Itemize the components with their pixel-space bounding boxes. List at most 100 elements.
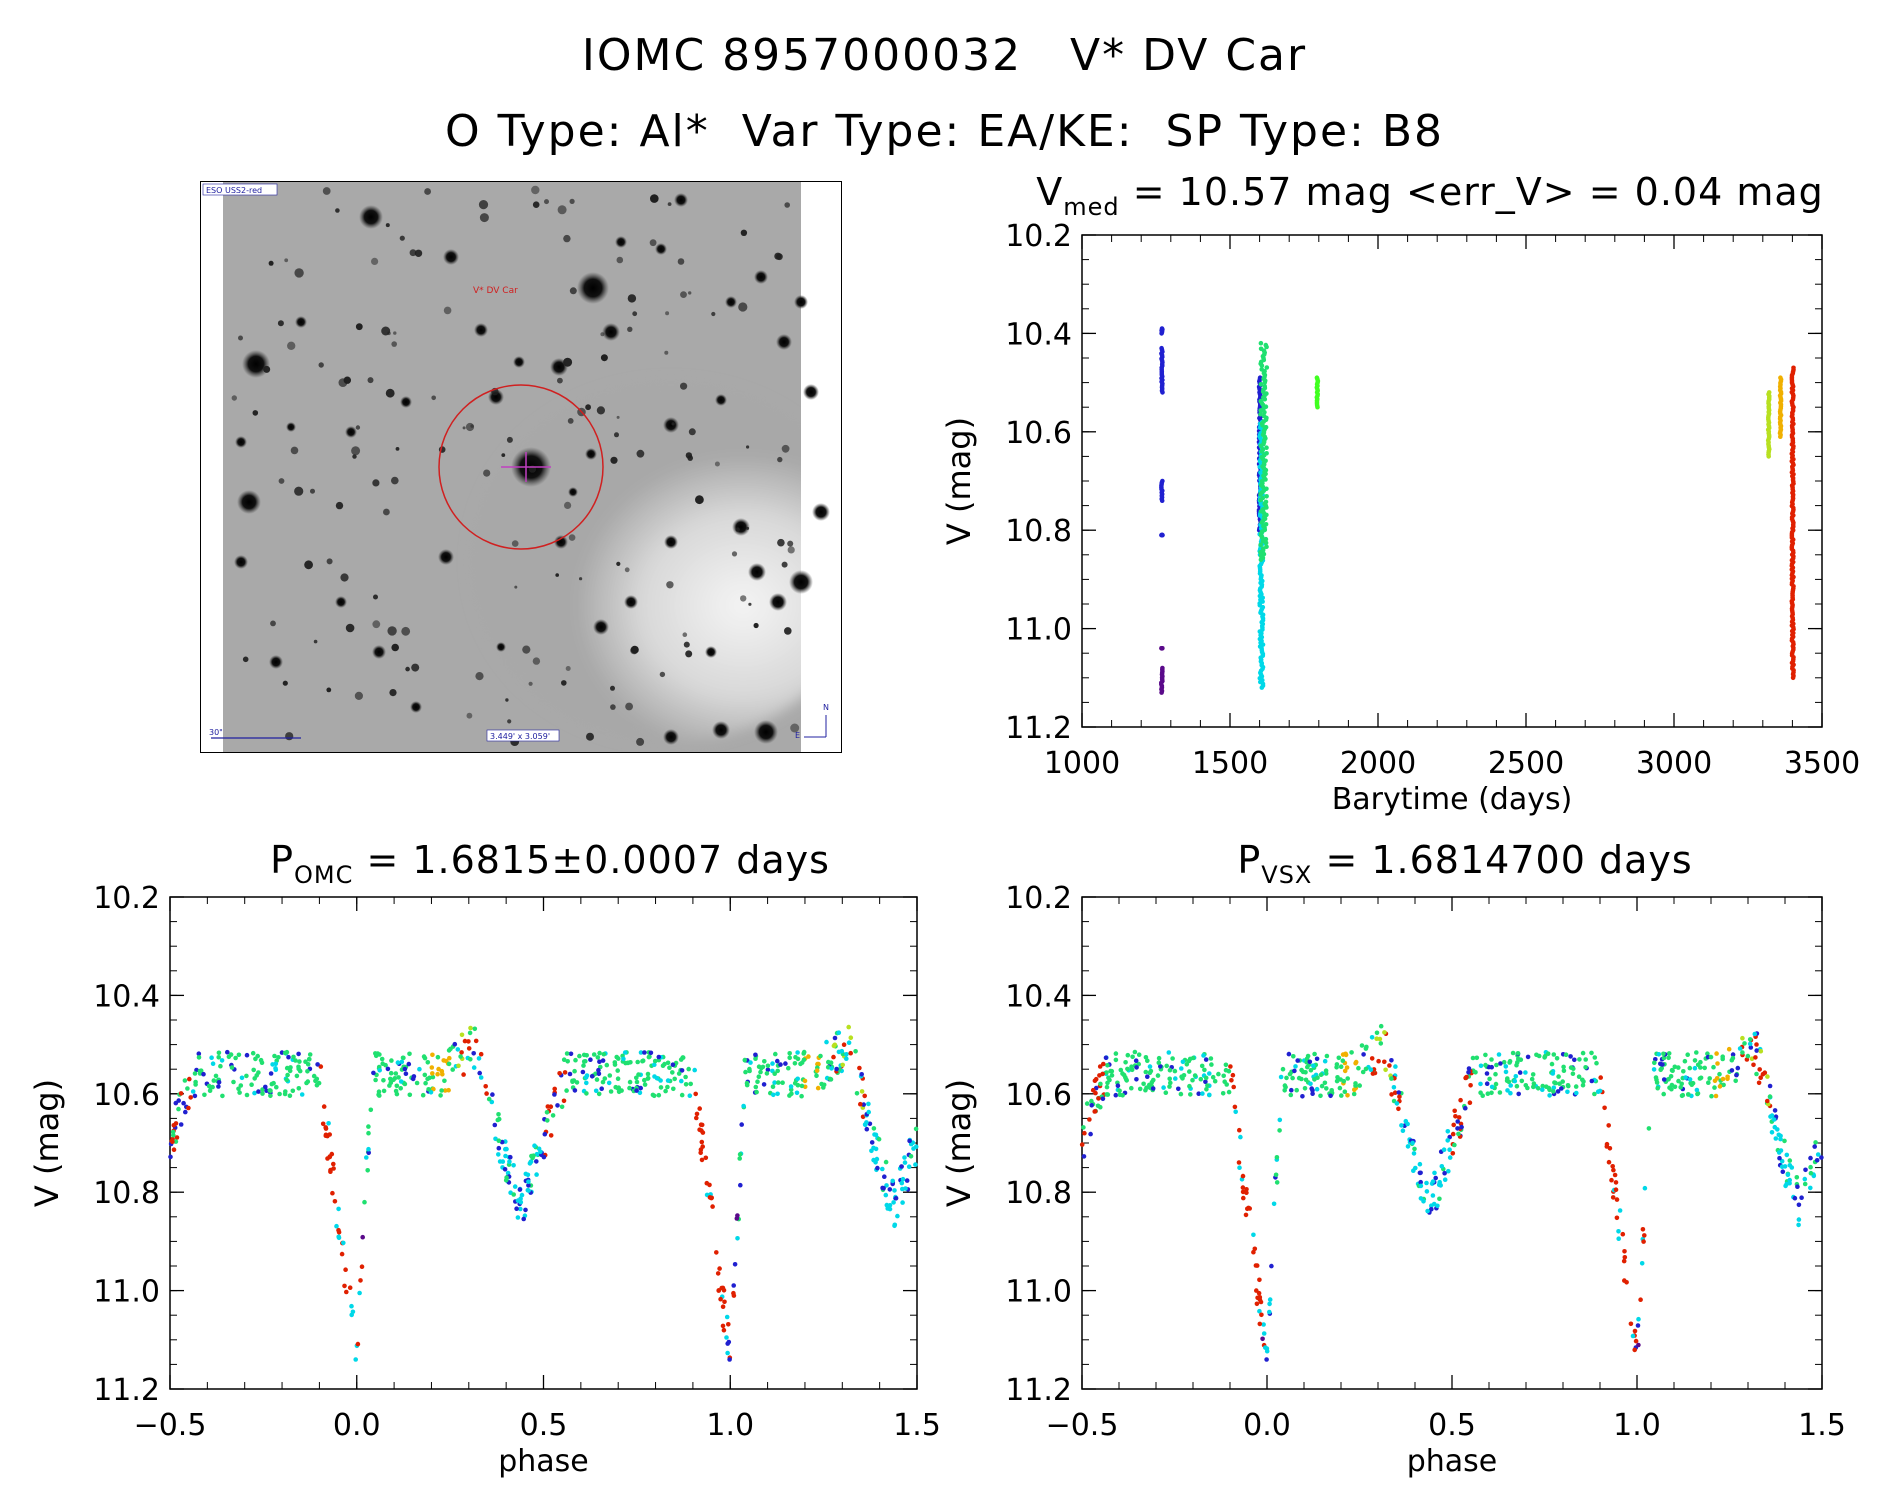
omc-point [548,1133,554,1138]
omc-point [676,1071,682,1076]
omc-point [638,1050,644,1055]
vsx-point [1198,1076,1204,1082]
omc-frame [169,896,918,1390]
vsx-point [1156,1060,1162,1065]
omc-point [249,1082,254,1087]
vsx-point [1336,1055,1342,1061]
vsx-point [1594,1060,1599,1066]
omc-point [256,1089,261,1094]
vsx-point [1442,1177,1448,1182]
vsx-point [1430,1179,1436,1184]
vsx-point [1611,1167,1616,1173]
omc-point [679,1068,685,1073]
omc-point [732,1262,738,1267]
omc-point [190,1089,196,1094]
omc-point [883,1192,889,1198]
vsx-point [1264,1348,1270,1354]
star [242,350,270,378]
omc-point [440,1072,445,1077]
omc-point [770,1061,775,1066]
omc-point [478,1075,484,1080]
omc-point [296,1051,301,1057]
omc-point [326,1121,331,1126]
omc-point [225,1049,230,1055]
omc-point [604,1062,610,1068]
vsx-point [1445,1129,1451,1134]
star [615,236,627,248]
vsx-point [1113,1092,1119,1098]
omc-point [735,1236,740,1241]
vsx-point [1614,1197,1620,1202]
star-faint [352,454,357,459]
vsx-point [1799,1195,1804,1200]
vsx-point [1392,1090,1398,1095]
omc-point [584,1091,589,1096]
star-faint [667,202,672,206]
omc-point [364,1155,369,1160]
vsx-point [1713,1093,1719,1099]
omc-point [801,1051,806,1056]
star [624,595,638,609]
omc-point [366,1130,371,1136]
vsx-point [1534,1052,1539,1058]
omc-point [523,1207,528,1213]
vsx-point [1389,1058,1394,1063]
vsx-point [1771,1117,1777,1122]
vsx-point [1229,1078,1234,1083]
vsx-point [1117,1092,1123,1098]
vsx-point [1339,1093,1344,1098]
vsx-point [1808,1164,1813,1170]
vsx-point [1687,1065,1693,1071]
omc-point [720,1323,726,1329]
omc-point [359,1264,365,1269]
omc-point [511,1163,516,1168]
star [663,417,679,433]
vsx-point [1283,1084,1288,1090]
vsx-point [1581,1079,1586,1084]
lightcurve-point [1159,331,1164,336]
star [585,448,597,460]
vsx-point [1378,1023,1384,1029]
vsx-point [1081,1125,1086,1130]
omc-point [699,1139,705,1145]
vsx-point [1726,1046,1732,1052]
vsx-point [1698,1075,1704,1081]
omc-point [846,1040,852,1045]
compass-n-label: N [823,703,829,712]
omc-point [615,1076,621,1081]
vsx-point [1473,1070,1478,1075]
omc-ytick-label: 10.4 [93,979,160,1014]
vsx-point [1173,1076,1178,1081]
star-faint [557,377,563,384]
star [705,646,717,658]
omc-point [394,1091,400,1097]
omc-point [794,1090,800,1096]
star-faint [784,627,792,635]
vsx-point [1360,1069,1366,1075]
omc-point [250,1050,256,1056]
omc-point [208,1085,213,1090]
omc-point [692,1067,697,1073]
vsx-point [1220,1091,1226,1096]
lightcurve-title: Vmed = 10.57 mag <err_V> = 0.04 mag [1036,170,1824,221]
vsx-point [1566,1083,1571,1089]
omc-point [389,1058,394,1063]
star-field [231,185,830,746]
vsx-point [1212,1078,1218,1084]
vsx-point [1494,1062,1499,1068]
star-faint [506,436,513,443]
star-faint [294,486,304,496]
vsx-point [1184,1062,1190,1067]
omc-point [648,1050,654,1056]
vsx-point [1293,1064,1298,1069]
compass-e-label: E [795,731,800,740]
omc-point [557,1071,562,1076]
vsx-point [1445,1138,1450,1143]
omc-point [899,1164,904,1169]
star-faint [557,205,567,215]
vsx-point [1148,1068,1154,1074]
omc-point [596,1067,601,1073]
omc-point [792,1061,798,1066]
vsx-point [1411,1151,1417,1156]
omc-title: POMC = 1.6815±0.0007 days [270,838,830,889]
